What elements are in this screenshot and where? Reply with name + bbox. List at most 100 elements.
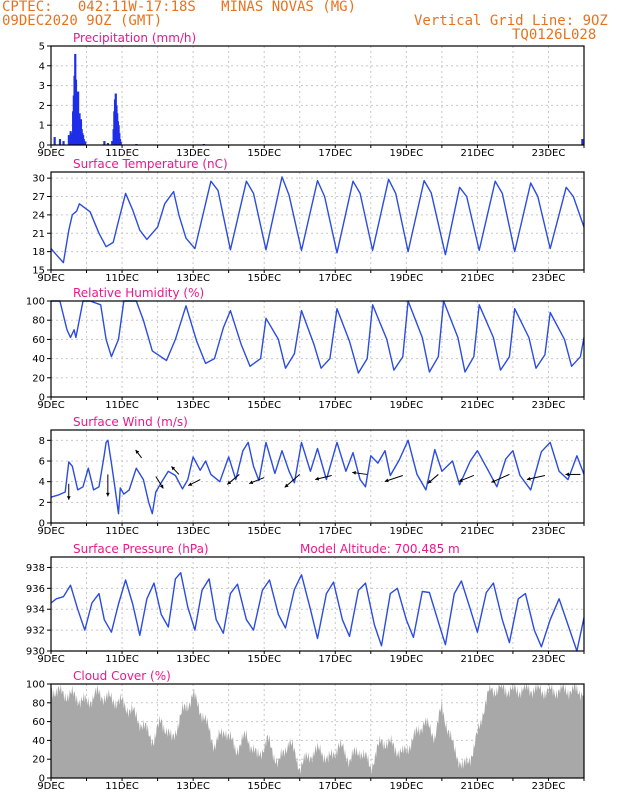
wind-arrow-head: [105, 492, 110, 497]
precip-bar: [62, 141, 65, 145]
temp-frame: [50, 171, 585, 271]
wind-arrow-head: [526, 476, 531, 481]
temp-xtick-label: 13DEC: [176, 273, 210, 284]
pressure-frame: [50, 556, 585, 652]
cloud-xtick-label: 17DEC: [318, 781, 352, 792]
precip-ytick-label: 2: [39, 101, 45, 112]
pressure-xtick-label: 19DEC: [389, 654, 423, 665]
precip-bar: [67, 135, 70, 145]
wind-ytick-label: 4: [39, 477, 45, 488]
precip-bar: [77, 91, 80, 145]
rh-ytick-label: 80: [32, 316, 45, 327]
temp-title: Surface Temperature (nC): [73, 157, 228, 171]
rh-series-line: [51, 300, 585, 374]
wind-arrow-head: [66, 496, 71, 500]
precip-bar: [581, 139, 584, 145]
precip-xtick-label: 13DEC: [176, 148, 210, 159]
pressure-ytick-label: 934: [26, 605, 45, 616]
precip-xtick-label: 15DEC: [247, 148, 281, 159]
pressure-xtick-label: 9DEC: [37, 654, 64, 665]
rh-xtick-label: 21DEC: [461, 400, 495, 411]
cloud-xtick-label: 23DEC: [532, 781, 566, 792]
rh-ytick-label: 60: [32, 335, 45, 346]
pressure-title: Surface Pressure (hPa): [73, 542, 209, 556]
precip-xtick-label: 17DEC: [318, 148, 352, 159]
cloud-xtick-label: 15DEC: [247, 781, 281, 792]
rh-xtick-label: 11DEC: [105, 400, 139, 411]
precip-bar: [84, 142, 87, 145]
precip-xtick-label: 23DEC: [532, 148, 566, 159]
cloud-xtick-label: 13DEC: [176, 781, 210, 792]
wind-arrow-head: [384, 478, 389, 483]
wind-ytick-label: 2: [39, 498, 45, 509]
precip-ytick-label: 3: [39, 81, 45, 92]
wind-ytick-label: 8: [39, 436, 45, 447]
wind-arrow-head: [135, 449, 140, 454]
precip-bar: [119, 142, 122, 145]
precip-xtick-label: 19DEC: [389, 148, 423, 159]
wind-xtick-label: 17DEC: [318, 526, 352, 537]
temp-xtick-label: 15DEC: [247, 273, 281, 284]
wind-arrow-head: [427, 479, 432, 484]
wind-arrow-head: [159, 484, 164, 489]
rh-xtick-label: 9DEC: [37, 400, 64, 411]
pressure-xtick-label: 21DEC: [461, 654, 495, 665]
precip-bar: [58, 139, 62, 145]
precip-ytick-label: 1: [39, 121, 45, 132]
temp-xtick-label: 21DEC: [461, 273, 495, 284]
temp-ytick-label: 27: [32, 192, 45, 203]
wind-series-line: [50, 439, 585, 515]
rh-ytick-label: 0: [39, 393, 45, 404]
cloud-xtick-label: 21DEC: [461, 781, 495, 792]
pressure-ytick-label: 938: [26, 563, 45, 574]
pressure-xtick-label: 13DEC: [176, 654, 210, 665]
wind-xtick-label: 23DEC: [532, 526, 566, 537]
wind-xtick-label: 9DEC: [37, 526, 64, 537]
precip-ytick-label: 5: [39, 42, 45, 53]
pressure-ytick-label: 930: [26, 647, 45, 658]
precip-title: Precipitation (mm/h): [73, 31, 196, 45]
cloud-area: [51, 684, 584, 778]
temp-xtick-label: 17DEC: [318, 273, 352, 284]
precip-bar: [53, 137, 56, 145]
header-line2-left: 09DEC2020 9OZ (GMT): [2, 13, 163, 29]
cloud-frame: [50, 683, 585, 779]
precip-ytick-label: 0: [39, 141, 45, 152]
rh-xtick-label: 13DEC: [176, 400, 210, 411]
rh-xtick-label: 17DEC: [318, 400, 352, 411]
temp-ytick-label: 30: [32, 174, 45, 185]
wind-arrow-head: [352, 470, 356, 475]
wind-arrow-head: [315, 476, 320, 481]
cloud-ytick-label: 60: [32, 717, 45, 728]
wind-arrow-head: [188, 482, 193, 486]
precip-ytick-label: 4: [39, 61, 45, 72]
wind-arrow-head: [249, 480, 254, 485]
cloud-ytick-label: 100: [26, 680, 45, 691]
precip-frame: [50, 45, 585, 146]
cloud-title: Cloud Cover (%): [73, 669, 171, 683]
pressure-annotation: Model Altitude: 700.485 m: [300, 542, 460, 556]
temp-xtick-label: 23DEC: [532, 273, 566, 284]
rh-xtick-label: 19DEC: [389, 400, 423, 411]
temp-series-line: [50, 176, 585, 264]
wind-arrow-head: [227, 480, 232, 485]
rh-xtick-label: 15DEC: [247, 400, 281, 411]
pressure-xtick-label: 23DEC: [532, 654, 566, 665]
pressure-xtick-label: 17DEC: [318, 654, 352, 665]
rh-ytick-label: 100: [26, 297, 45, 308]
cloud-ytick-label: 20: [32, 755, 45, 766]
cloud-ytick-label: 40: [32, 736, 45, 747]
cloud-xtick-label: 9DEC: [37, 781, 64, 792]
wind-xtick-label: 11DEC: [105, 526, 139, 537]
wind-arrow-head: [284, 483, 289, 488]
cloud-ytick-label: 0: [39, 774, 45, 785]
pressure-series-line: [50, 572, 585, 652]
header-line1-left: CPTEC: 042:11W-17:18S MINAS NOVAS (MG): [2, 0, 357, 15]
precip-xtick-label: 11DEC: [105, 148, 139, 159]
cloud-xtick-label: 11DEC: [105, 781, 139, 792]
temp-ytick-label: 24: [32, 210, 45, 221]
pressure-ytick-label: 932: [26, 626, 45, 637]
wind-title: Surface Wind (m/s): [73, 415, 188, 429]
precip-bar: [106, 143, 110, 145]
